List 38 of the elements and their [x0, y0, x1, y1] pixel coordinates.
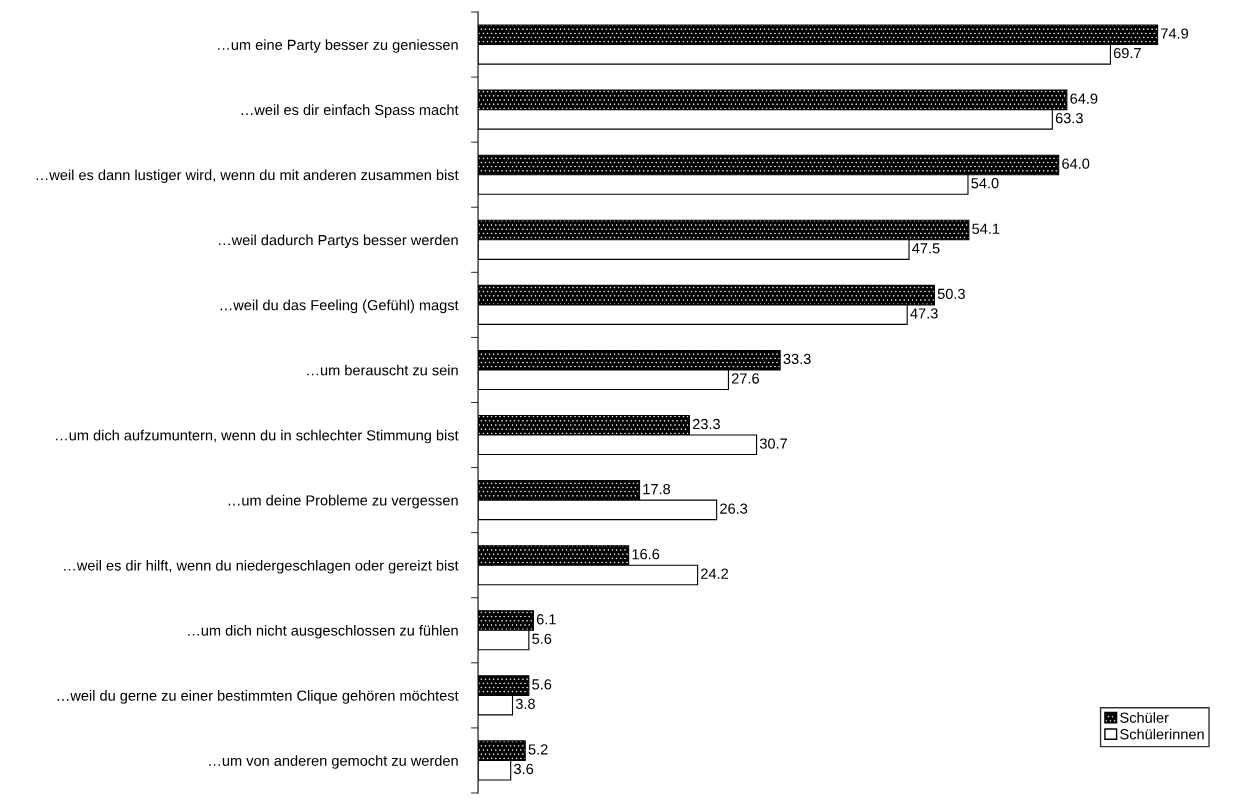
- data-label: 74.9: [1161, 28, 1189, 39]
- data-label: 50.3: [937, 288, 965, 300]
- data-label: 5.2: [528, 744, 548, 755]
- data-label: 24.2: [701, 568, 729, 579]
- y-tick-label: …um dich aufzumuntern, wenn du in schlechter Stimmung bist: [56, 429, 459, 444]
- data-label: 16.6: [632, 549, 660, 560]
- data-label: 64.0: [1062, 158, 1090, 169]
- data-label: 30.7: [759, 438, 787, 449]
- y-tick-label: …weil es dann lustiger wird, wenn du mit anderen zusammen bist: [36, 169, 459, 184]
- data-label: 69.7: [1113, 47, 1141, 59]
- legend-label: Schüler: [1120, 712, 1169, 723]
- data-label: 54.1: [972, 223, 1000, 234]
- data-label: 54.0: [971, 178, 999, 189]
- data-label: 33.3: [783, 353, 811, 365]
- data-label: 5.6: [532, 679, 552, 690]
- y-tick-label: …um eine Party besser zu geniessen: [218, 39, 458, 53]
- data-label: 27.6: [731, 373, 759, 384]
- legend-label: Schülerinnen: [1120, 728, 1204, 740]
- data-label: 23.3: [692, 418, 720, 430]
- data-label: 47.5: [912, 243, 940, 254]
- y-tick-label: …weil du gerne zu einer bestimmten Clique gehören möchtest: [57, 690, 459, 704]
- y-tick-label: …weil dadurch Partys besser werden: [219, 234, 458, 249]
- data-label: 6.1: [536, 614, 556, 625]
- y-tick-label: …um deine Probleme zu vergessen: [228, 494, 458, 509]
- data-label: 63.3: [1055, 112, 1083, 124]
- y-tick-label: …um dich nicht ausgeschlossen zu fühlen: [188, 625, 458, 639]
- data-label: 17.8: [643, 483, 671, 495]
- y-tick-label: …weil es dir einfach Spass macht: [241, 104, 459, 118]
- data-label: 3.8: [515, 698, 535, 710]
- y-tick-label: …weil du das Feeling (Gefühl) magst: [220, 299, 459, 314]
- data-label: 3.6: [514, 763, 534, 775]
- data-label: 47.3: [910, 308, 938, 319]
- data-label: 64.9: [1070, 93, 1098, 104]
- y-tick-label: …um von anderen gemocht zu werden: [209, 755, 458, 769]
- data-label: 5.6: [532, 633, 552, 644]
- data-label: 26.3: [720, 503, 748, 514]
- y-tick-label: …um berauscht zu sein: [307, 364, 458, 376]
- y-tick-label: …weil es dir hilft, wenn du niedergeschlagen oder gereizt bist: [64, 559, 459, 574]
